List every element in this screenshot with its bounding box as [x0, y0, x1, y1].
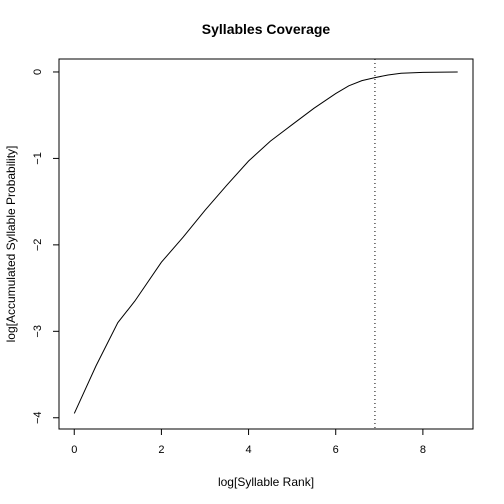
x-tick-label: 2 — [158, 444, 164, 456]
x-tick-label: 4 — [246, 444, 252, 456]
x-tick-label: 6 — [333, 444, 339, 456]
y-tick-label: −2 — [32, 239, 44, 252]
x-tick-label: 8 — [420, 444, 426, 456]
series-line — [73, 71, 458, 414]
y-tick-label: −3 — [32, 325, 44, 338]
series-group — [73, 71, 458, 414]
y-tick-label: 0 — [32, 69, 44, 75]
chart-title: Syllables Coverage — [202, 21, 331, 37]
y-tick-label: −1 — [32, 152, 44, 165]
x-tick-label: 0 — [71, 444, 77, 456]
y-axis-label: log[Accumulated Syllable Probability] — [4, 146, 18, 343]
y-tick-label: −4 — [32, 411, 44, 424]
y-axis: 0 −1 −2 −3 −4 — [32, 69, 59, 424]
x-axis-label: log[Syllable Rank] — [218, 475, 314, 489]
plot-frame — [58, 58, 474, 430]
x-axis: 0 2 4 6 8 — [71, 429, 426, 456]
